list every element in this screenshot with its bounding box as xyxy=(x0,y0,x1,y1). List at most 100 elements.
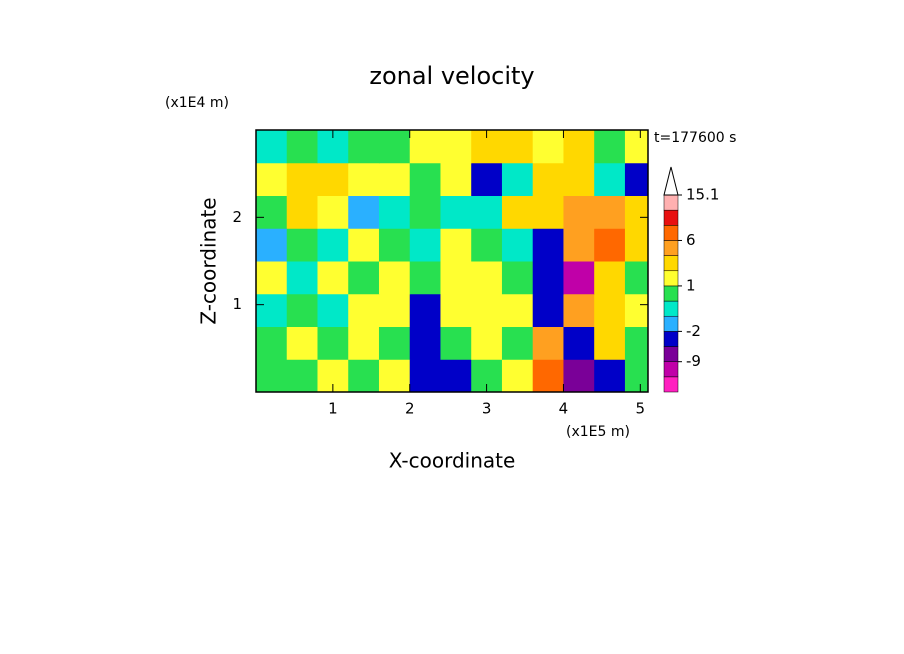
colorbar-band xyxy=(663,361,679,378)
field-cell xyxy=(409,261,441,295)
field-cell xyxy=(348,326,380,360)
field-cell xyxy=(317,162,349,196)
field-cell xyxy=(624,162,649,196)
field-cell xyxy=(501,261,534,295)
field-cell xyxy=(594,195,626,229)
field-cell xyxy=(532,130,564,164)
field-cell xyxy=(256,293,288,327)
field-cell xyxy=(624,293,649,327)
field-cell xyxy=(594,162,626,196)
field-cell xyxy=(624,326,649,360)
field-cell xyxy=(563,130,595,164)
colorbar-tick-label: -9 xyxy=(686,352,701,370)
field-cell xyxy=(286,359,318,393)
field-cell xyxy=(471,195,503,229)
colorbar-band xyxy=(663,255,679,272)
field-cell xyxy=(317,261,349,295)
field-cell xyxy=(624,130,649,164)
field-cell xyxy=(348,162,380,196)
field-cell xyxy=(532,195,564,229)
field-cell xyxy=(563,293,595,327)
y-tick-label: 1 xyxy=(232,295,242,313)
field-cell xyxy=(440,130,472,164)
field-cell xyxy=(440,359,472,393)
time-annotation: t=177600 s xyxy=(654,130,736,146)
colorbar-band xyxy=(663,331,679,347)
x-tick-label: 2 xyxy=(405,400,415,418)
field-cell xyxy=(256,359,288,393)
field-cell xyxy=(501,195,534,229)
field-cell xyxy=(409,359,441,393)
colorbar-band xyxy=(663,376,679,393)
field-cell xyxy=(286,228,318,262)
x-tick-label: 3 xyxy=(482,400,492,418)
field-cell xyxy=(563,261,595,295)
field-cell xyxy=(256,228,288,262)
field-cell xyxy=(409,130,441,164)
x-unit: (x1E5 m) xyxy=(566,424,630,440)
field-cell xyxy=(501,162,534,196)
field-cell xyxy=(317,195,349,229)
colorbar-band xyxy=(663,225,679,241)
colorbar-tick-label: 15.1 xyxy=(686,186,719,204)
y-tick-label: 2 xyxy=(232,208,242,226)
field-cell xyxy=(286,130,318,164)
colorbar-band xyxy=(663,240,679,256)
field-cell xyxy=(409,326,441,360)
field-cell xyxy=(440,261,472,295)
field-cell xyxy=(348,228,380,262)
field-cell xyxy=(501,130,534,164)
field-cell xyxy=(286,162,318,196)
colorbar-band xyxy=(663,270,679,287)
y-axis-label: Z-coordinate xyxy=(197,197,221,324)
field-cell xyxy=(624,261,649,295)
field-cell xyxy=(348,293,380,327)
field-cell xyxy=(501,293,534,327)
field-cell xyxy=(563,195,595,229)
field-cell xyxy=(501,326,534,360)
plot-frame xyxy=(255,129,649,393)
field-cell xyxy=(286,326,318,360)
field-cell xyxy=(563,228,595,262)
field-cell xyxy=(471,162,503,196)
field-cell xyxy=(409,162,441,196)
x-tick-label: 4 xyxy=(559,400,569,418)
colorbar-band xyxy=(663,315,679,332)
field-cell xyxy=(532,293,564,327)
field-cell xyxy=(378,261,411,295)
field-cell xyxy=(409,195,441,229)
field-cell xyxy=(378,195,411,229)
colorbar-tick-label: -2 xyxy=(686,322,701,340)
field-cell xyxy=(348,359,380,393)
field-cell xyxy=(409,228,441,262)
colorbar-band xyxy=(663,209,679,226)
x-tick-label: 1 xyxy=(328,400,338,418)
field-cell xyxy=(440,326,472,360)
x-tick-label: 5 xyxy=(636,400,646,418)
field-cell xyxy=(286,195,318,229)
field-cell xyxy=(378,228,411,262)
field-cell xyxy=(501,359,534,393)
field-cell xyxy=(563,326,595,360)
x-axis-label: X-coordinate xyxy=(389,449,516,473)
field-cell xyxy=(594,130,626,164)
field-cell xyxy=(440,228,472,262)
colorbar-tick-label: 1 xyxy=(686,276,696,294)
colorbar-band xyxy=(663,300,679,317)
field-cell xyxy=(378,359,411,393)
field-cell xyxy=(378,326,411,360)
field-cell xyxy=(256,130,288,164)
field-cell xyxy=(471,228,503,262)
field-cell xyxy=(532,326,564,360)
field-cell xyxy=(317,293,349,327)
field-cell xyxy=(471,326,503,360)
colorbar-extension xyxy=(663,166,679,196)
field-cell xyxy=(594,228,626,262)
field-cell xyxy=(532,261,564,295)
field-cell xyxy=(256,195,288,229)
field-cell xyxy=(594,293,626,327)
field-cell xyxy=(440,162,472,196)
field-cell xyxy=(256,326,288,360)
field-cell xyxy=(594,261,626,295)
field-cell xyxy=(532,162,564,196)
